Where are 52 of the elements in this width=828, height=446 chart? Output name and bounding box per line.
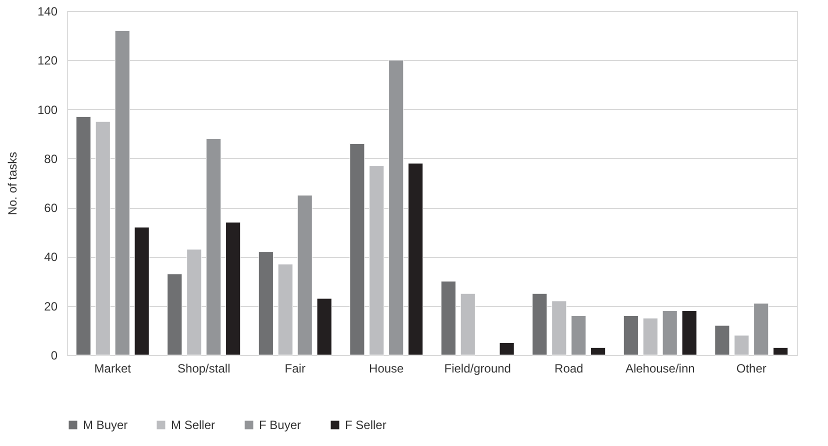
y-tick-label: 0 [50, 348, 58, 362]
y-tick-label: 100 [37, 102, 58, 117]
bar [623, 315, 638, 356]
bar [571, 315, 586, 356]
y-tick-label: 120 [37, 54, 58, 68]
y-tick-label: 60 [44, 201, 58, 216]
bar [662, 310, 678, 356]
bar [114, 30, 130, 356]
x-tick-label: Other [736, 362, 766, 376]
bar [714, 325, 730, 356]
bar [167, 274, 182, 356]
bar [754, 303, 769, 356]
bar [350, 143, 365, 356]
bar [297, 195, 312, 356]
bar [552, 300, 567, 356]
bar [134, 226, 150, 356]
bar [590, 347, 606, 356]
bar [278, 264, 293, 356]
x-tick-label: Field/ground [444, 362, 511, 376]
x-tick-label: Market [94, 362, 132, 376]
bar [369, 166, 384, 356]
bar [258, 252, 274, 356]
bar [95, 121, 110, 356]
bar [226, 222, 241, 356]
legend-label: F Seller [345, 418, 386, 432]
bar [460, 293, 476, 356]
x-tick-label: Shop/stall [178, 362, 230, 376]
x-tick-label: Alehouse/inn [625, 362, 695, 376]
x-tick-label: House [369, 362, 404, 376]
legend-label: M Seller [171, 418, 216, 432]
bar [532, 293, 548, 356]
y-axis-title: No. of tasks [5, 152, 20, 216]
y-tick-label: 80 [44, 152, 58, 166]
bar [773, 347, 788, 356]
legend-label: M Buyer [83, 418, 128, 432]
bar [316, 298, 332, 356]
x-tick-label: Road [554, 362, 584, 376]
bar [408, 163, 424, 356]
bar [642, 318, 658, 356]
legend-label: F Buyer [259, 418, 302, 432]
bar [440, 281, 456, 356]
y-tick-label: 20 [44, 299, 58, 314]
bar [734, 335, 750, 356]
bar [76, 116, 91, 356]
bar [682, 310, 697, 356]
bar [206, 138, 222, 356]
bar [388, 60, 404, 356]
x-tick-label: Fair [284, 362, 306, 376]
bar [499, 342, 514, 356]
y-tick-label: 140 [37, 4, 58, 18]
bar [186, 249, 202, 356]
y-tick-label: 40 [44, 250, 58, 264]
